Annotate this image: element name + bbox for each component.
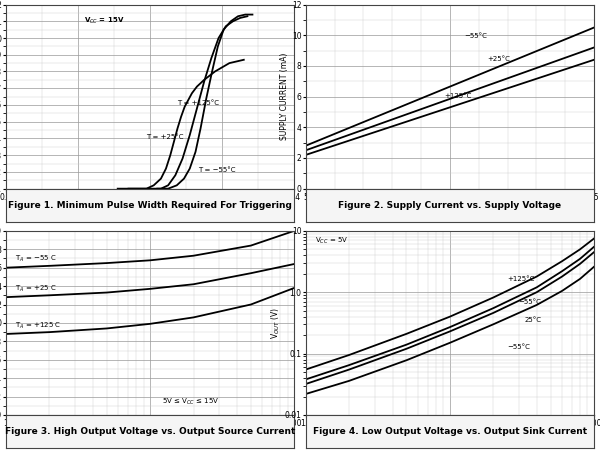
X-axis label: SUPPLY VOLTAGE (V): SUPPLY VOLTAGE (V) bbox=[411, 205, 488, 214]
X-axis label: LOWEST VOLTAGE LEVEL OF TRIGGER PULSE (X V$_{CC}$): LOWEST VOLTAGE LEVEL OF TRIGGER PULSE (X… bbox=[49, 205, 251, 217]
Text: T$_A$ = +125 C: T$_A$ = +125 C bbox=[15, 321, 61, 331]
Y-axis label: SUPPLY CURRENT (mA): SUPPLY CURRENT (mA) bbox=[280, 53, 289, 140]
Text: −55°C: −55°C bbox=[464, 33, 487, 39]
Text: Figure 1. Minimum Pulse Width Required For Triggering: Figure 1. Minimum Pulse Width Required F… bbox=[8, 201, 292, 210]
Text: Figure 2. Supply Current vs. Supply Voltage: Figure 2. Supply Current vs. Supply Volt… bbox=[338, 201, 562, 210]
X-axis label: I$_{SINK}$  (mA): I$_{SINK}$ (mA) bbox=[430, 431, 470, 443]
Text: T$_A$ = −55 C: T$_A$ = −55 C bbox=[15, 254, 56, 265]
Text: V$_{CC}$ = 5V: V$_{CC}$ = 5V bbox=[314, 236, 348, 246]
Text: T = −55°C: T = −55°C bbox=[199, 167, 236, 173]
Text: 25°C: 25°C bbox=[524, 317, 542, 323]
Text: +125°C: +125°C bbox=[507, 275, 535, 282]
Text: T$_A$ = +25 C: T$_A$ = +25 C bbox=[15, 284, 56, 294]
Text: Figure 3. High Output Voltage vs. Output Source Current: Figure 3. High Output Voltage vs. Output… bbox=[5, 427, 295, 436]
Text: V$_{CC}$ = 15V: V$_{CC}$ = 15V bbox=[84, 16, 124, 26]
Text: +25°C: +25°C bbox=[487, 56, 510, 63]
Text: T = +125°C: T = +125°C bbox=[178, 100, 220, 106]
Text: −55°C: −55°C bbox=[518, 299, 542, 305]
Y-axis label: V$_{OUT}$ (V): V$_{OUT}$ (V) bbox=[269, 307, 282, 339]
Text: Figure 4. Low Output Voltage vs. Output Sink Current: Figure 4. Low Output Voltage vs. Output … bbox=[313, 427, 587, 436]
Text: 5V ≤ V$_{CC}$ ≤ 15V: 5V ≤ V$_{CC}$ ≤ 15V bbox=[161, 397, 219, 407]
Text: +125°C: +125°C bbox=[444, 93, 472, 99]
Text: T = +25°C: T = +25°C bbox=[146, 134, 184, 140]
X-axis label: I$_{SOURCE}$  (mA): I$_{SOURCE}$ (mA) bbox=[125, 431, 175, 443]
Text: −55°C: −55°C bbox=[507, 344, 530, 350]
